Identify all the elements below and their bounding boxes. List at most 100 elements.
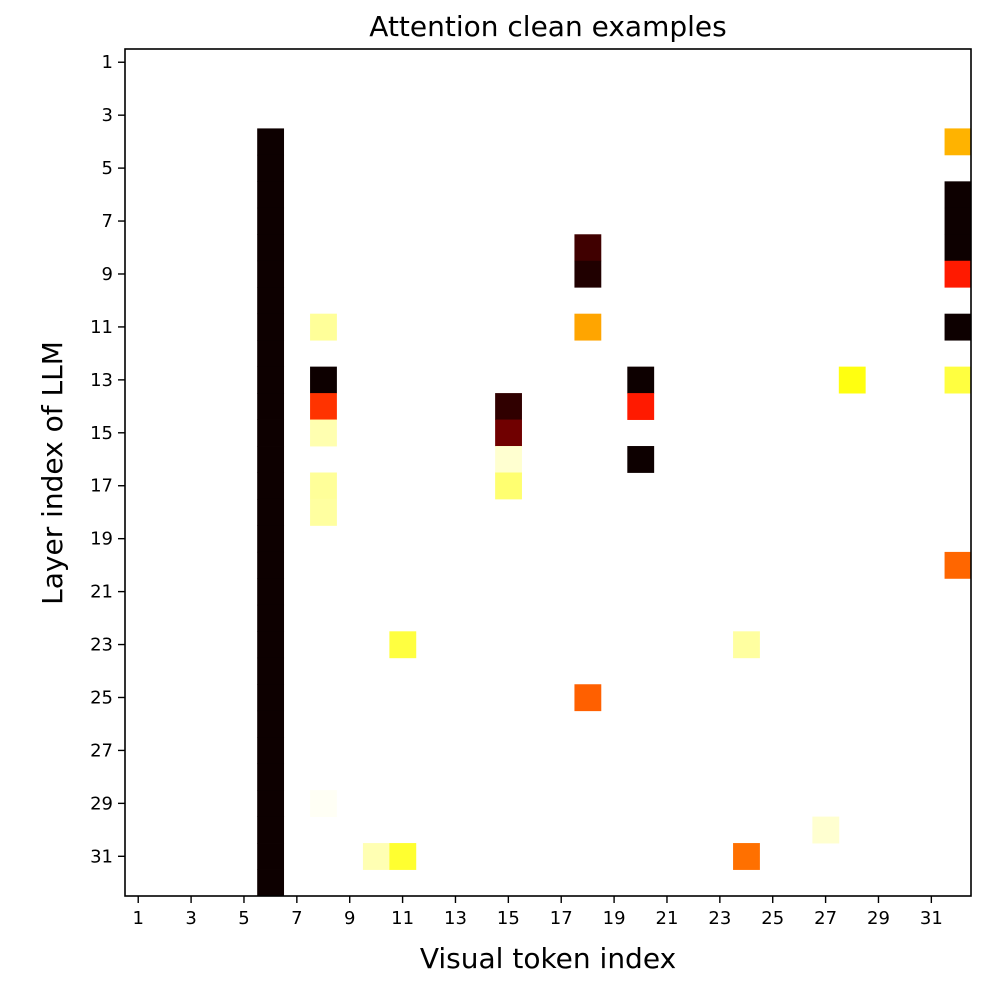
heatmap-cell bbox=[257, 472, 285, 500]
heatmap-cell bbox=[310, 472, 337, 500]
x-tick-label: 19 bbox=[603, 908, 626, 929]
x-tick-label: 1 bbox=[132, 908, 143, 929]
heatmap-cell bbox=[627, 393, 655, 420]
heatmap-cell bbox=[310, 498, 337, 526]
heatmap-cell bbox=[944, 128, 972, 156]
y-tick-label: 1 bbox=[102, 52, 113, 73]
heatmap-cell bbox=[257, 154, 285, 182]
y-tick-label: 15 bbox=[90, 423, 113, 444]
y-tick-label: 7 bbox=[102, 211, 113, 232]
heatmap-cell bbox=[257, 287, 285, 315]
heatmap-cell bbox=[257, 843, 285, 870]
heatmap-cell bbox=[257, 604, 285, 632]
heatmap-cell bbox=[257, 578, 285, 606]
heatmap-cell bbox=[733, 843, 760, 870]
heatmap-cell bbox=[310, 313, 337, 341]
heatmap-cell bbox=[627, 366, 655, 394]
heatmap-cell bbox=[495, 393, 522, 420]
heatmap-cell bbox=[574, 234, 602, 262]
heatmap-cell bbox=[257, 737, 285, 765]
heatmap-cell bbox=[812, 816, 840, 844]
y-tick-label: 17 bbox=[90, 476, 113, 497]
y-tick-label: 5 bbox=[102, 158, 113, 179]
heatmap-cell bbox=[389, 631, 417, 659]
heatmap-cell bbox=[257, 366, 285, 394]
heatmap-cell bbox=[944, 260, 972, 288]
x-tick-label: 21 bbox=[656, 908, 679, 929]
y-tick-label: 13 bbox=[90, 370, 113, 391]
x-tick-label: 11 bbox=[391, 908, 414, 929]
chart-title: Attention clean examples bbox=[369, 10, 726, 43]
heatmap-cell bbox=[257, 313, 285, 341]
heatmap-cell bbox=[257, 181, 285, 209]
heatmap-cell bbox=[310, 419, 337, 447]
y-axis-label: Layer index of LLM bbox=[36, 341, 69, 605]
heatmap-cell bbox=[944, 313, 972, 341]
y-tick-label: 9 bbox=[102, 264, 113, 285]
heatmap-cell bbox=[627, 446, 655, 473]
y-tick-label: 11 bbox=[90, 317, 113, 338]
y-tick-label: 3 bbox=[102, 105, 113, 126]
heatmap-cell bbox=[495, 472, 522, 500]
heatmap-cell bbox=[257, 446, 285, 473]
y-tick-label: 29 bbox=[90, 793, 113, 814]
x-tick-label: 9 bbox=[344, 908, 355, 929]
heatmap-cell bbox=[257, 869, 285, 897]
heatmap-cell bbox=[310, 366, 337, 394]
heatmap-cell bbox=[257, 128, 285, 156]
y-tick-label: 27 bbox=[90, 740, 113, 761]
x-tick-label: 25 bbox=[761, 908, 784, 929]
heatmap-cell bbox=[257, 234, 285, 262]
plot-frame bbox=[124, 48, 972, 897]
y-tick-label: 21 bbox=[90, 582, 113, 603]
x-tick-label: 15 bbox=[497, 908, 520, 929]
heatmap-cell bbox=[362, 843, 390, 870]
heatmap-cell bbox=[944, 366, 972, 394]
heatmap-cells bbox=[257, 128, 972, 897]
x-tick-label: 23 bbox=[708, 908, 731, 929]
x-axis-label: Visual token index bbox=[420, 942, 676, 975]
heatmap-cell bbox=[495, 419, 522, 447]
y-tick-label: 25 bbox=[90, 687, 113, 708]
heatmap-cell bbox=[310, 790, 337, 817]
heatmap-cell bbox=[257, 393, 285, 420]
heatmap-cell bbox=[574, 684, 602, 712]
heatmap-cell bbox=[257, 684, 285, 712]
y-tick-label: 19 bbox=[90, 529, 113, 550]
heatmap-cell bbox=[257, 763, 285, 791]
heatmap-cell bbox=[944, 181, 972, 209]
y-tick-label: 23 bbox=[90, 635, 113, 656]
y-tick-label: 31 bbox=[90, 846, 113, 867]
heatmap-cell bbox=[574, 313, 602, 341]
heatmap-cell bbox=[944, 234, 972, 262]
x-tick-label: 5 bbox=[238, 908, 249, 929]
x-axis-ticks: 1 3 5 7 9 11 13 15 17 19 21 23 25 27 29 31 bbox=[132, 896, 943, 929]
heatmap-cell bbox=[257, 631, 285, 659]
heatmap-cell bbox=[944, 207, 972, 235]
x-tick-label: 7 bbox=[291, 908, 302, 929]
heatmap-cell bbox=[257, 260, 285, 288]
heatmap-cell bbox=[257, 498, 285, 526]
heatmap-cell bbox=[257, 419, 285, 447]
heatmap-cell bbox=[838, 366, 866, 394]
heatmap-cell bbox=[944, 551, 972, 579]
x-tick-label: 3 bbox=[185, 908, 196, 929]
x-tick-label: 13 bbox=[444, 908, 467, 929]
heatmap-cell bbox=[257, 525, 285, 553]
x-tick-label: 17 bbox=[550, 908, 573, 929]
x-tick-label: 31 bbox=[920, 908, 943, 929]
heatmap-cell bbox=[257, 207, 285, 235]
heatmap-cell bbox=[257, 551, 285, 579]
heatmap-cell bbox=[574, 260, 602, 288]
heatmap-cell bbox=[257, 816, 285, 844]
heatmap-cell bbox=[257, 340, 285, 368]
heatmap-cell bbox=[257, 710, 285, 738]
heatmap-cell bbox=[310, 393, 337, 420]
heatmap-cell bbox=[389, 843, 417, 870]
heatmap-cell bbox=[495, 446, 522, 473]
heatmap-cell bbox=[257, 790, 285, 817]
x-tick-label: 27 bbox=[814, 908, 837, 929]
heatmap-cell bbox=[733, 631, 760, 659]
